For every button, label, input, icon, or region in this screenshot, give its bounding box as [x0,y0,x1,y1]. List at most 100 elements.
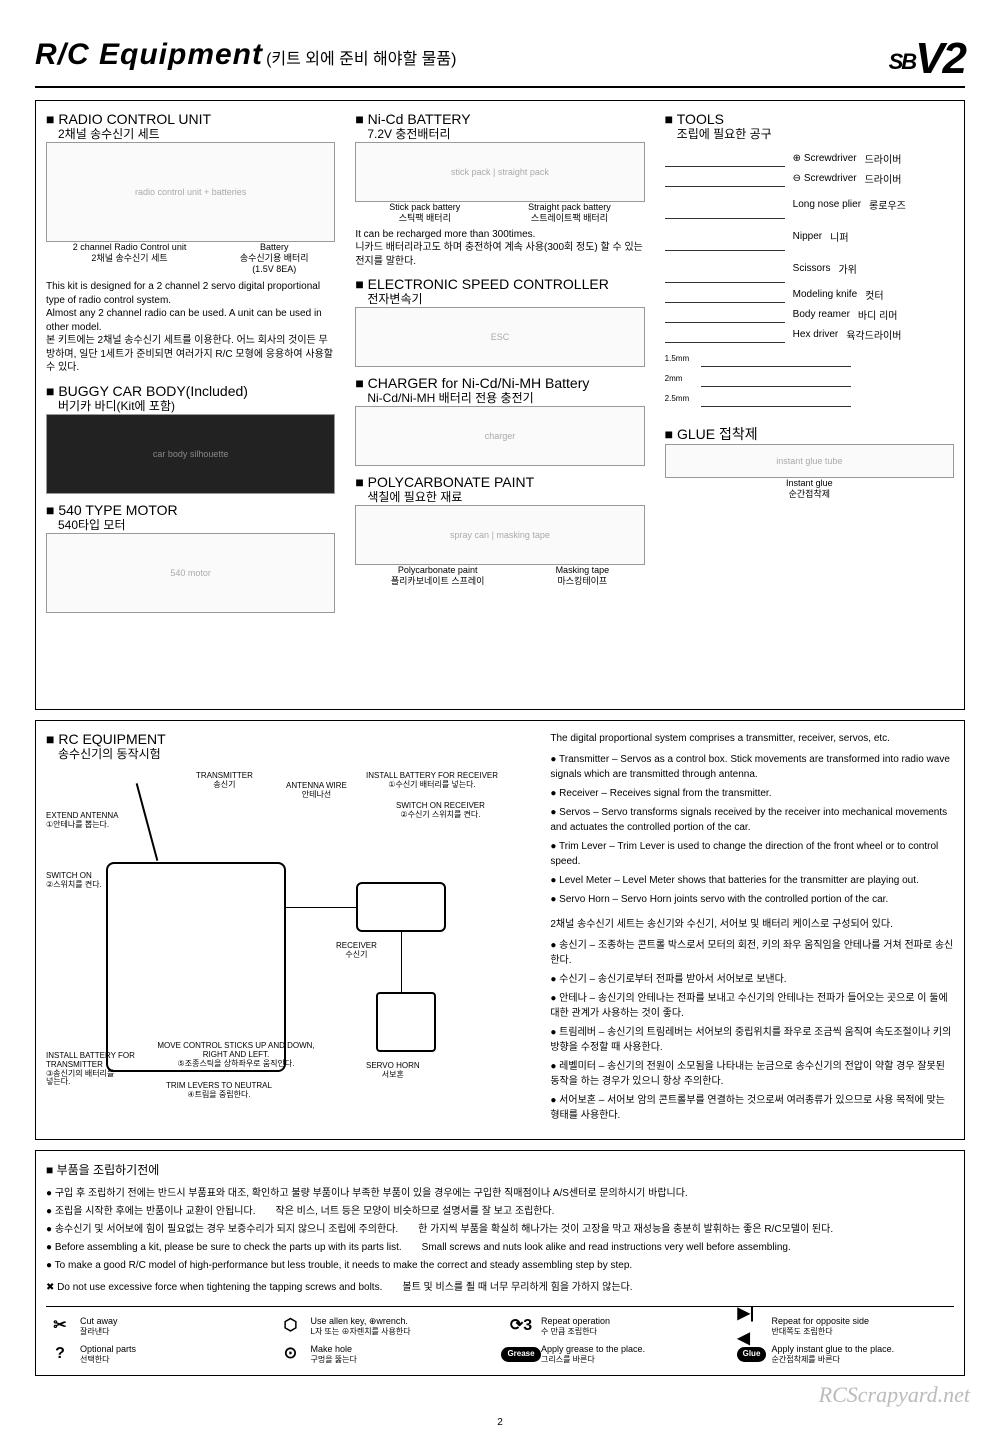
note-item: ● 구입 후 조립하기 전에는 반드시 부품표와 대조, 확인하고 불량 부품이… [46,1186,954,1202]
tool-label-kr: 드라이버 [865,171,902,186]
legend-symbol-icon: ⬡ [284,1313,298,1339]
rc-desc-kr-intro: 2채널 송수신기 세트는 송신기와 수신기, 서어보 및 배터리 케이스로 구성… [550,917,954,932]
legend-kr: 선택한다 [80,1355,136,1364]
tool-icon [665,325,785,343]
desc-item-kr: ● 안테나 – 송신기의 안테나는 전파를 보내고 수신기의 안테나는 전파가 … [550,991,954,1021]
hex-size-row: 1.5mm [665,348,954,368]
charger-sub: Ni-Cd/Ni-MH 배터리 전용 충전기 [367,389,644,406]
label-servo-horn: SERVO HORN 서보혼 [366,1062,420,1080]
buggy-section: ■ BUGGY CAR BODY(Included) 버기카 바디(Kit에 포… [46,383,335,494]
motor-illustration: 540 motor [46,533,335,613]
note-item: ● Before assembling a kit, please be sur… [46,1240,954,1256]
legend-en: Repeat operation [541,1316,610,1326]
glue-captions: Instant glue순간접착제 [665,478,954,500]
rc-description: The digital proportional system comprise… [550,731,954,1129]
label-trim-levers: TRIM LEVERS TO NEUTRAL ④트림을 중립한다. [166,1082,272,1100]
diagram-area: ■ RC EQUIPMENT 송수신기의 동작시험 TRANSMITTER 송신… [46,731,530,1129]
legend-kr: 순간접착제를 바른다 [772,1355,895,1364]
tool-row: ⊕ Screwdriver 드라이버 [665,148,954,168]
desc-item-kr: ● 수신기 – 송신기로부터 전파를 받아서 서어보로 보낸다. [550,972,954,987]
tool-label-en: Scissors [793,263,831,274]
desc-item-kr: ● 레벨미터 – 송신기의 전원이 소모됨을 나타내는 눈금으로 송수신기의 전… [550,1059,954,1089]
tool-label-kr: 가위 [838,261,856,276]
legend-pill-icon: Grease [501,1347,540,1362]
legend-pill-icon: Glue [737,1347,767,1362]
legend-kr: 그리스를 바른다 [541,1355,645,1364]
tool-label-en: ⊕ Screwdriver [793,153,857,164]
tool-label-en: Long nose plier [793,199,861,210]
bottom-warning: ✖ Do not use excessive force when tighte… [46,1280,954,1296]
radio-captions: 2 channel Radio Control unit 2채널 송수신기 세트… [46,242,335,274]
tool-row: Modeling knife 컷터 [665,284,954,304]
tools-list: ⊕ Screwdriver 드라이버 ⊖ Screwdriver 드라이버 Long… [665,148,954,344]
legend-en: Make hole [311,1344,357,1354]
paint-illustration: spray can | masking tape [355,505,644,565]
label-antenna-wire: ANTENNA WIRE 안테나선 [286,782,347,800]
charger-illustration: charger [355,406,644,466]
tool-row: Nipper 니퍼 [665,220,954,252]
legend-en: Apply grease to the place. [541,1344,645,1354]
legend-en: Repeat for opposite side [772,1316,870,1326]
legend-symbol-icon: ? [55,1341,65,1367]
motor-section: ■ 540 TYPE MOTOR 540타입 모터 540 motor [46,502,335,613]
label-transmitter: TRANSMITTER 송신기 [196,772,253,790]
esc-sub: 전자변속기 [367,290,644,307]
antenna-icon [136,783,159,861]
buggy-sub: 버기카 바디(Kit에 포함) [58,397,335,414]
legend-item: ⬡Use allen key, ⊕wrench.L자 또는 ⊕자렌치를 사용한다 [277,1315,494,1337]
column-1: ■ RADIO CONTROL UNIT 2채널 송수신기 세트 radio c… [46,111,335,699]
radio-body: This kit is designed for a 2 channel 2 s… [46,280,335,375]
hex-size-row: 2mm [665,368,954,388]
radio-cap1: 2 channel Radio Control unit 2채널 송수신기 세트 [73,242,187,274]
battery-section: ■ Ni-Cd BATTERY 7.2V 충전배터리 stick pack | … [355,111,644,268]
receiver-icon [356,882,446,932]
legend-kr: 반대쪽도 조립한다 [772,1327,870,1336]
legend-kr: 잘라낸다 [80,1327,118,1336]
charger-section: ■ CHARGER for Ni-Cd/Ni-MH Battery Ni-Cd/… [355,375,644,466]
column-2: ■ Ni-Cd BATTERY 7.2V 충전배터리 stick pack | … [355,111,644,699]
motor-sub: 540타입 모터 [58,516,335,533]
legend-en: Optional parts [80,1344,136,1354]
page-subtitle: (키트 외에 준비 해야할 물품) [266,51,456,68]
logo-v2: V2 [915,34,965,83]
esc-section: ■ ELECTRONIC SPEED CONTROLLER 전자변속기 ESC [355,276,644,367]
watermark: RCScrapyard.net [819,1382,970,1408]
glue-title: ■ GLUE 접착제 [665,424,954,444]
radio-illustration: radio control unit + batteries [46,142,335,242]
radio-sub: 2채널 송수신기 세트 [58,125,335,142]
legend-kr: 수 만큼 조립한다 [541,1327,610,1336]
tool-label-en: ⊖ Screwdriver [793,173,857,184]
label-receiver: RECEIVER 수신기 [336,942,377,960]
hex-driver-icon [701,349,851,367]
legend-item: GreaseApply grease to the place.그리스를 바른다 [507,1343,724,1365]
desc-item: ● Trim Lever – Trim Lever is used to cha… [550,839,954,869]
hex-driver-icon [701,389,851,407]
tool-label-en: Modeling knife [793,289,857,300]
legend-item: ? Optional parts선택한다 [46,1343,263,1365]
tool-label-kr: 바디 리머 [858,307,898,322]
tools-sub: 조립에 필요한 공구 [677,125,954,142]
legend-item: ▶|◀Repeat for opposite side반대쪽도 조립한다 [738,1315,955,1337]
bottom-notes: ● 구입 후 조립하기 전에는 반드시 부품표와 대조, 확인하고 불량 부품이… [46,1186,954,1274]
desc-item: ● Servo Horn – Servo Horn joints servo w… [550,892,954,907]
legend-symbol-icon: ⊙ [284,1341,297,1367]
legend-en: Cut away [80,1316,118,1326]
battery-captions: Stick pack battery스틱팩 배터리 Straight pack … [355,202,644,224]
hex-driver-icon [701,369,851,387]
buggy-illustration: car body silhouette [46,414,335,494]
tool-icon [665,169,785,187]
page-title: R/C Equipment [35,38,263,71]
label-install-battery-rx: INSTALL BATTERY FOR RECEIVER ①수신기 배터리를 넣… [366,772,498,790]
tool-label-en: Hex driver [793,329,839,340]
tool-label-kr: 니퍼 [830,229,848,244]
tool-row: Body reamer 바디 리머 [665,304,954,324]
legend-item: ⊙ Make hole구멍을 뚫는다 [277,1343,494,1365]
paint-captions: Polycarbonate paint폴리카보네이트 스프레이 Masking … [355,565,644,587]
wire-icon [401,932,403,992]
tool-label-kr: 컷터 [865,287,883,302]
tool-icon [665,149,785,167]
desc-item: ● Servos – Servo transforms signals rece… [550,805,954,835]
legend-kr: 구멍을 뚫는다 [311,1355,357,1364]
page-header: R/C Equipment (키트 외에 준비 해야할 물품) SBV2 [35,30,965,88]
tool-label-kr: 육각드라이버 [846,327,901,342]
